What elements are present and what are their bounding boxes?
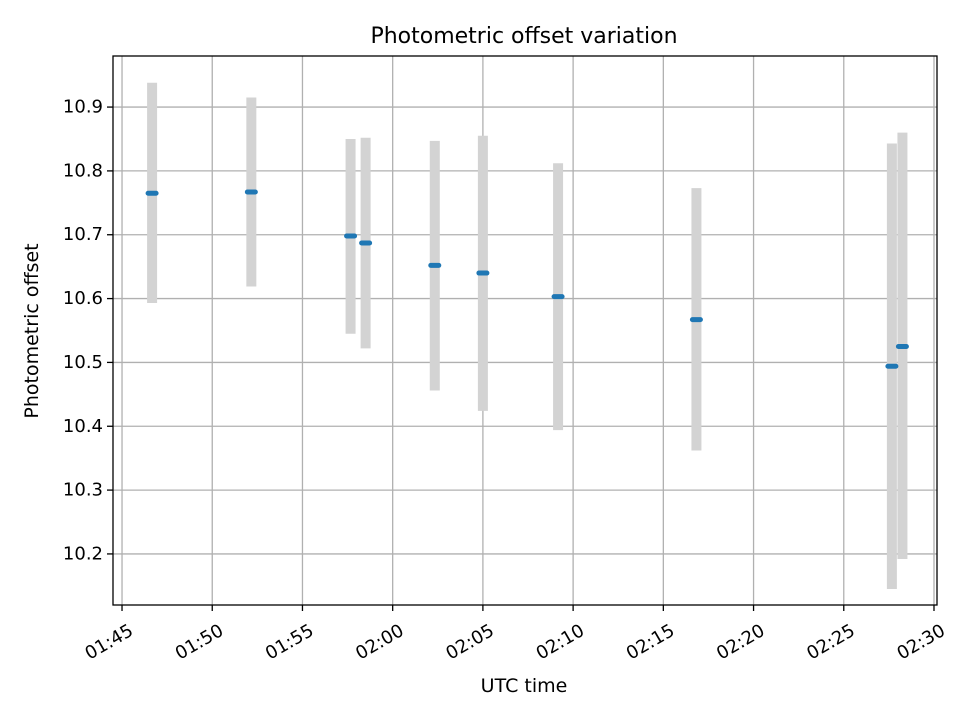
error-bars [147, 82, 908, 590]
y-tick-label: 10.9 [63, 97, 103, 118]
y-tick-label: 10.7 [63, 224, 103, 245]
x-tick-label: 02:05 [442, 620, 497, 664]
x-tick-label: 01:50 [172, 620, 227, 664]
y-tick-label: 10.4 [63, 416, 103, 437]
y-axis-label: Photometric offset [21, 243, 43, 418]
x-tick-label: 02:15 [623, 620, 678, 664]
x-tick-label: 02:30 [893, 620, 948, 664]
x-tick-label: 01:45 [81, 620, 136, 664]
data-markers [145, 189, 909, 369]
x-tick-label: 02:25 [803, 620, 858, 664]
plot-frame [112, 55, 938, 606]
y-tick-label: 10.3 [63, 480, 103, 501]
y-tick-label: 10.5 [63, 352, 103, 373]
y-axis: 10.2 10.3 10.4 10.5 10.6 10.7 10.8 10.9 [63, 97, 113, 564]
x-tick-label: 02:00 [352, 620, 407, 664]
x-tick-label: 01:55 [262, 620, 317, 664]
y-tick-label: 10.2 [63, 543, 103, 564]
x-tick-label: 02:20 [713, 620, 768, 664]
y-tick-label: 10.8 [63, 160, 103, 181]
x-axis-label: UTC time [481, 675, 568, 697]
y-tick-label: 10.6 [63, 288, 103, 309]
x-axis: 01:45 01:50 01:55 02:00 02:05 02:10 02:15 02:20… [81, 605, 949, 664]
x-tick-label: 02:10 [533, 620, 588, 664]
grid [113, 56, 937, 605]
chart-title: Photometric offset variation [370, 24, 677, 49]
